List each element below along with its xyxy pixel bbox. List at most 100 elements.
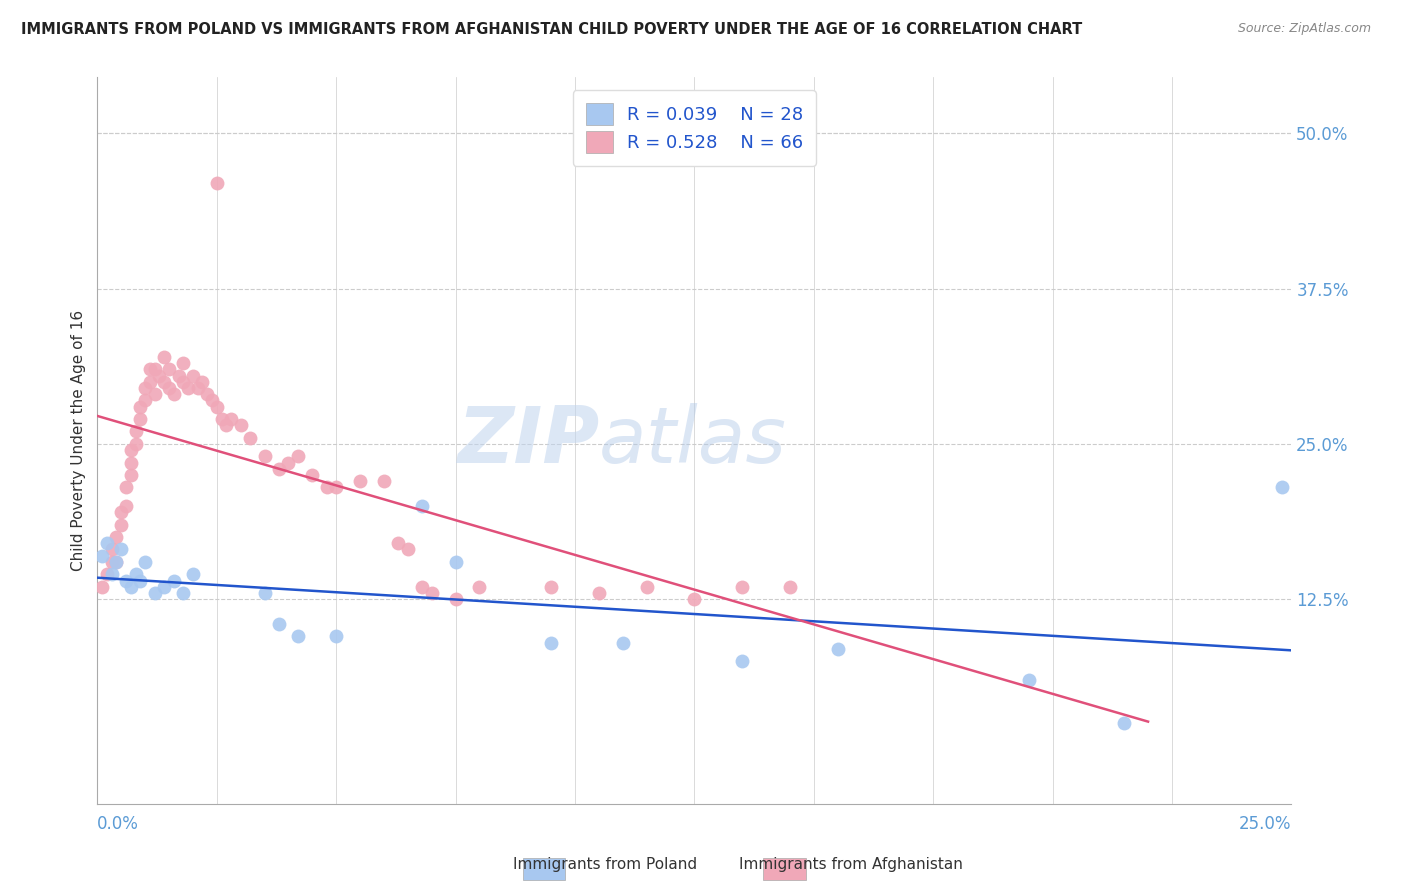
Point — [540, 580, 562, 594]
Point — [181, 368, 204, 383]
Text: 0.0%: 0.0% — [97, 815, 139, 833]
Point — [96, 567, 118, 582]
Point — [172, 586, 194, 600]
Point — [827, 641, 849, 656]
Point — [253, 450, 276, 464]
Point — [444, 592, 467, 607]
Point — [468, 580, 491, 594]
Point — [239, 431, 262, 445]
Point — [1018, 673, 1040, 687]
Legend: R = 0.039    N = 28, R = 0.528    N = 66: R = 0.039 N = 28, R = 0.528 N = 66 — [572, 90, 815, 166]
Point — [157, 362, 180, 376]
Point — [110, 505, 132, 519]
Point — [612, 635, 634, 649]
Point — [100, 567, 122, 582]
Point — [301, 467, 323, 482]
Point — [167, 368, 190, 383]
Point — [124, 437, 146, 451]
Point — [181, 567, 204, 582]
Point — [124, 567, 146, 582]
Point — [105, 555, 128, 569]
Point — [153, 375, 176, 389]
Point — [124, 425, 146, 439]
Point — [195, 387, 218, 401]
Point — [143, 362, 166, 376]
Point — [143, 387, 166, 401]
Point — [120, 443, 142, 458]
Point — [105, 555, 128, 569]
Point — [267, 617, 290, 632]
Point — [129, 400, 152, 414]
Text: atlas: atlas — [599, 403, 787, 479]
Point — [1114, 716, 1136, 731]
Point — [396, 542, 419, 557]
Text: Immigrants from Afghanistan: Immigrants from Afghanistan — [738, 857, 963, 872]
Point — [201, 393, 224, 408]
Point — [411, 580, 433, 594]
Point — [229, 418, 252, 433]
Point — [349, 474, 371, 488]
Point — [277, 456, 299, 470]
Text: IMMIGRANTS FROM POLAND VS IMMIGRANTS FROM AFGHANISTAN CHILD POVERTY UNDER THE AG: IMMIGRANTS FROM POLAND VS IMMIGRANTS FRO… — [21, 22, 1083, 37]
Point — [134, 393, 156, 408]
Point — [373, 474, 395, 488]
Point — [120, 467, 142, 482]
Point — [110, 542, 132, 557]
Point — [325, 480, 347, 494]
Text: Source: ZipAtlas.com: Source: ZipAtlas.com — [1237, 22, 1371, 36]
Point — [139, 375, 162, 389]
Point — [191, 375, 214, 389]
Point — [91, 580, 114, 594]
Point — [211, 412, 233, 426]
Point — [325, 629, 347, 643]
Point — [177, 381, 200, 395]
Text: Immigrants from Poland: Immigrants from Poland — [513, 857, 696, 872]
Point — [172, 375, 194, 389]
Point — [253, 586, 276, 600]
Point — [683, 592, 706, 607]
Point — [588, 586, 610, 600]
Point — [134, 381, 156, 395]
Text: 25.0%: 25.0% — [1239, 815, 1291, 833]
Point — [100, 542, 122, 557]
Point — [157, 381, 180, 395]
Point — [115, 480, 138, 494]
Point — [148, 368, 170, 383]
Point — [153, 580, 176, 594]
Point — [115, 574, 138, 588]
Point — [636, 580, 658, 594]
Point — [153, 350, 176, 364]
Point — [120, 456, 142, 470]
Point — [411, 499, 433, 513]
Point — [287, 450, 309, 464]
Point — [163, 574, 186, 588]
Point — [287, 629, 309, 643]
Point — [731, 654, 754, 668]
Point — [315, 480, 337, 494]
Point — [779, 580, 801, 594]
Point — [110, 517, 132, 532]
Point — [100, 555, 122, 569]
Point — [215, 418, 238, 433]
Point — [120, 580, 142, 594]
Point — [172, 356, 194, 370]
Y-axis label: Child Poverty Under the Age of 16: Child Poverty Under the Age of 16 — [72, 310, 86, 572]
Point — [91, 549, 114, 563]
Point — [205, 176, 228, 190]
Point — [540, 635, 562, 649]
Point — [187, 381, 209, 395]
Point — [219, 412, 242, 426]
Point — [387, 536, 409, 550]
Point — [134, 555, 156, 569]
Point — [143, 586, 166, 600]
Point — [1271, 480, 1294, 494]
Point — [444, 555, 467, 569]
Text: ZIP: ZIP — [457, 403, 599, 479]
Point — [420, 586, 443, 600]
Point — [731, 580, 754, 594]
Point — [105, 530, 128, 544]
Point — [129, 412, 152, 426]
Point — [205, 400, 228, 414]
Point — [163, 387, 186, 401]
Point — [267, 461, 290, 475]
